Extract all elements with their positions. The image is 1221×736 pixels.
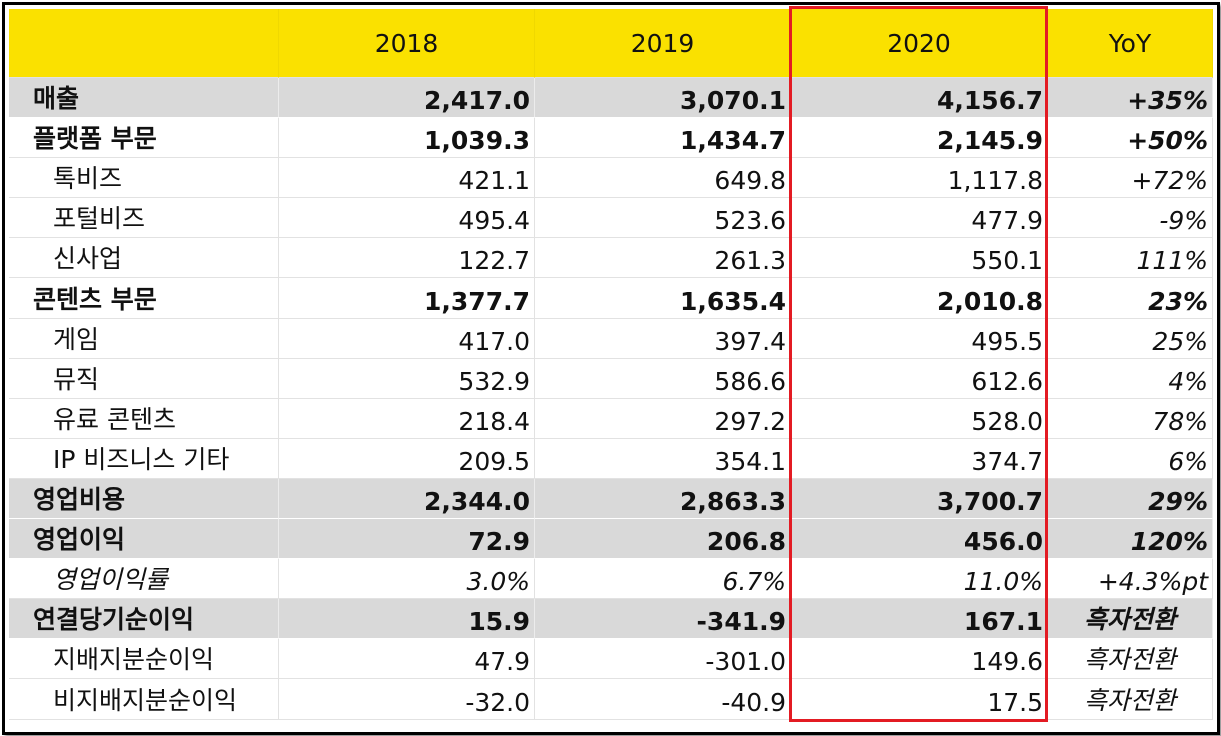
value-2019: 1,434.7 bbox=[535, 118, 791, 159]
value-2019: 523.6 bbox=[535, 198, 791, 239]
row-label: 게임 bbox=[9, 318, 279, 359]
value-2018: 15.9 bbox=[279, 599, 535, 640]
row-label: 지배지분순이익 bbox=[9, 639, 279, 680]
value-yoy: 111% bbox=[1048, 238, 1213, 279]
value-2020: 528.0 bbox=[791, 398, 1048, 439]
value-yoy: 29% bbox=[1048, 478, 1213, 520]
value-yoy: 23% bbox=[1048, 278, 1213, 319]
value-yoy: 흑자전환 bbox=[1048, 639, 1213, 680]
value-2018: 1,377.7 bbox=[279, 278, 535, 319]
row-label: IP 비즈니스 기타 bbox=[9, 438, 279, 479]
row-label: 영업이익률 bbox=[9, 559, 279, 600]
value-2020: 1,117.8 bbox=[791, 158, 1048, 199]
value-2019: -301.0 bbox=[535, 639, 791, 680]
value-2020: 11.0% bbox=[791, 559, 1048, 600]
value-2018: 2,417.0 bbox=[279, 78, 535, 119]
value-yoy: 4% bbox=[1048, 358, 1213, 399]
value-2020: 550.1 bbox=[791, 238, 1048, 279]
value-yoy: +35% bbox=[1048, 78, 1213, 119]
value-2020: 167.1 bbox=[791, 599, 1048, 640]
value-2019: 2,863.3 bbox=[535, 478, 791, 520]
row-label: 신사업 bbox=[9, 238, 279, 279]
value-2018: 209.5 bbox=[279, 438, 535, 479]
value-yoy: 78% bbox=[1048, 398, 1213, 439]
value-yoy: 120% bbox=[1048, 519, 1213, 560]
row-label: 영업이익 bbox=[9, 519, 279, 560]
value-2019: 354.1 bbox=[535, 438, 791, 479]
value-yoy: +72% bbox=[1048, 158, 1213, 199]
value-2018: 417.0 bbox=[279, 318, 535, 359]
value-2019: 3,070.1 bbox=[535, 78, 791, 119]
value-2020: 2,010.8 bbox=[791, 278, 1048, 319]
row-label: 뮤직 bbox=[9, 358, 279, 399]
value-yoy: +4.3%pt bbox=[1048, 559, 1213, 600]
header-2020: 2020 bbox=[791, 9, 1048, 78]
header-yoy: YoY bbox=[1048, 9, 1213, 78]
header-2018: 2018 bbox=[279, 9, 535, 78]
value-2020: 477.9 bbox=[791, 198, 1048, 239]
value-2018: 421.1 bbox=[279, 158, 535, 199]
row-label: 포털비즈 bbox=[9, 198, 279, 239]
value-2019: 1,635.4 bbox=[535, 278, 791, 319]
value-2020: 495.5 bbox=[791, 318, 1048, 359]
value-yoy: +50% bbox=[1048, 118, 1213, 159]
row-label: 톡비즈 bbox=[9, 158, 279, 199]
value-2019: 397.4 bbox=[535, 318, 791, 359]
value-2018: 72.9 bbox=[279, 519, 535, 560]
value-2018: 122.7 bbox=[279, 238, 535, 279]
value-2020: 374.7 bbox=[791, 438, 1048, 479]
row-label: 콘텐츠 부문 bbox=[9, 278, 279, 319]
value-2019: 649.8 bbox=[535, 158, 791, 199]
value-2018: 218.4 bbox=[279, 398, 535, 439]
value-yoy: 흑자전환 bbox=[1048, 679, 1213, 720]
value-yoy: 흑자전환 bbox=[1048, 599, 1213, 640]
row-label: 매출 bbox=[9, 78, 279, 119]
value-2020: 149.6 bbox=[791, 639, 1048, 680]
value-2018: 47.9 bbox=[279, 639, 535, 680]
value-2020: 2,145.9 bbox=[791, 118, 1048, 159]
value-2020: 456.0 bbox=[791, 519, 1048, 560]
value-yoy: 6% bbox=[1048, 438, 1213, 479]
value-2020: 612.6 bbox=[791, 358, 1048, 399]
row-label: 영업비용 bbox=[9, 478, 279, 520]
value-2018: -32.0 bbox=[279, 679, 535, 720]
value-2018: 3.0% bbox=[279, 559, 535, 600]
value-2019: 6.7% bbox=[535, 559, 791, 600]
value-2018: 532.9 bbox=[279, 358, 535, 399]
value-2018: 2,344.0 bbox=[279, 478, 535, 520]
value-2020: 17.5 bbox=[791, 679, 1048, 720]
row-label: 플랫폼 부문 bbox=[9, 118, 279, 159]
row-label: 연결당기순이익 bbox=[9, 599, 279, 640]
header-2019: 2019 bbox=[535, 9, 791, 78]
row-label: 비지배지분순이익 bbox=[9, 679, 279, 720]
value-2018: 495.4 bbox=[279, 198, 535, 239]
value-2019: 261.3 bbox=[535, 238, 791, 279]
value-yoy: 25% bbox=[1048, 318, 1213, 359]
value-2019: -40.9 bbox=[535, 679, 791, 720]
value-2019: 206.8 bbox=[535, 519, 791, 560]
value-2019: -341.9 bbox=[535, 599, 791, 640]
value-2019: 586.6 bbox=[535, 358, 791, 399]
value-2018: 1,039.3 bbox=[279, 118, 535, 159]
value-2020: 3,700.7 bbox=[791, 478, 1048, 520]
value-yoy: -9% bbox=[1048, 198, 1213, 239]
value-2020: 4,156.7 bbox=[791, 78, 1048, 119]
financial-table: 2018 2019 2020 YoY 매출 2,417.0 3,070.1 4,… bbox=[9, 9, 1213, 720]
value-2019: 297.2 bbox=[535, 398, 791, 439]
header-label-cell bbox=[9, 9, 279, 78]
row-label: 유료 콘텐츠 bbox=[9, 398, 279, 439]
